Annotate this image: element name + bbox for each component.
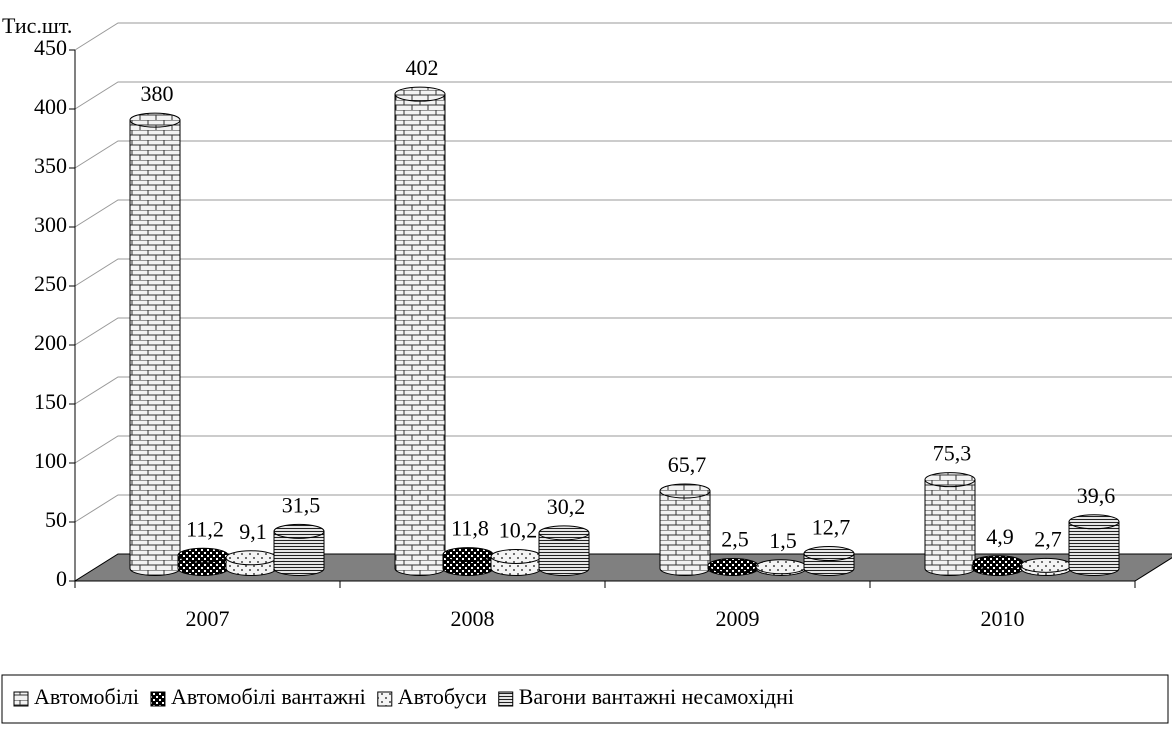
value-label: 2,5 [721,527,749,552]
grid-line [74,199,1172,228]
x-tick-label: 2010 [981,606,1025,631]
y-tick-label: 50 [45,507,67,532]
y-tick-label: 150 [34,389,67,414]
value-label: 10,2 [499,518,538,543]
grid-line [74,22,1172,51]
y-tick-label: 100 [34,448,67,473]
value-label: 2,7 [1034,526,1062,551]
value-label: 75,3 [933,441,972,466]
legend-label: Вагони вантажні несамохідні [519,684,794,709]
legend-swatch [150,691,166,707]
bar-top [1020,557,1072,573]
value-label: 11,2 [186,516,224,541]
grid-line [74,258,1172,287]
y-tick-label: 450 [34,35,67,60]
y-tick-label: 0 [56,566,67,591]
value-label: 4,9 [986,524,1014,549]
bar-top [538,525,590,541]
bar-top [924,472,976,488]
x-tick-label: 2009 [716,606,760,631]
legend-label: Автобуси [398,684,487,709]
bar-top [755,559,807,575]
bar [273,530,325,576]
value-label: 1,5 [769,528,797,553]
y-tick-label: 300 [34,212,67,237]
y-axis-label: Тис.шт. [2,13,72,38]
grid-line [74,494,1172,523]
value-label: 9,1 [239,519,267,544]
legend-box [1,674,1169,724]
bar-top [490,548,542,564]
x-tick-label: 2007 [186,606,230,631]
y-tick-label: 200 [34,330,67,355]
legend-swatch [377,691,393,707]
bar-top [225,550,277,566]
legend-swatch [13,691,29,707]
bar-top [659,483,711,499]
value-label: 380 [141,81,174,106]
legend-label: Автомобілі вантажні [171,684,366,709]
bar-top [803,546,855,562]
grid-line [74,317,1172,346]
grid-line [74,435,1172,464]
grid-line [74,376,1172,405]
value-label: 12,7 [812,515,851,540]
y-tick-label: 350 [34,153,67,178]
value-label: 402 [406,55,439,80]
bar-top [707,558,759,574]
value-label: 30,2 [547,494,586,519]
y-tick-label: 250 [34,271,67,296]
value-label: 11,8 [451,516,489,541]
value-label: 39,6 [1077,483,1116,508]
value-label: 65,7 [668,452,707,477]
x-tick-label: 2008 [451,606,495,631]
legend-label: Автомобілі [34,684,139,709]
bar [538,532,590,576]
grid-line [74,140,1172,169]
bar-top [129,112,181,128]
bar [129,119,181,576]
value-label: 31,5 [282,492,321,517]
bar [924,479,976,576]
legend-swatch [498,691,514,707]
bar-top [273,523,325,539]
bar [394,93,446,576]
bar-top [394,86,446,102]
grid-line [74,81,1172,110]
bar [659,490,711,576]
bar-top [177,547,229,563]
bar-top [1068,514,1120,530]
bar [1068,521,1120,576]
y-tick-label: 400 [34,94,67,119]
bar-top [972,555,1024,571]
bar-top [442,547,494,563]
